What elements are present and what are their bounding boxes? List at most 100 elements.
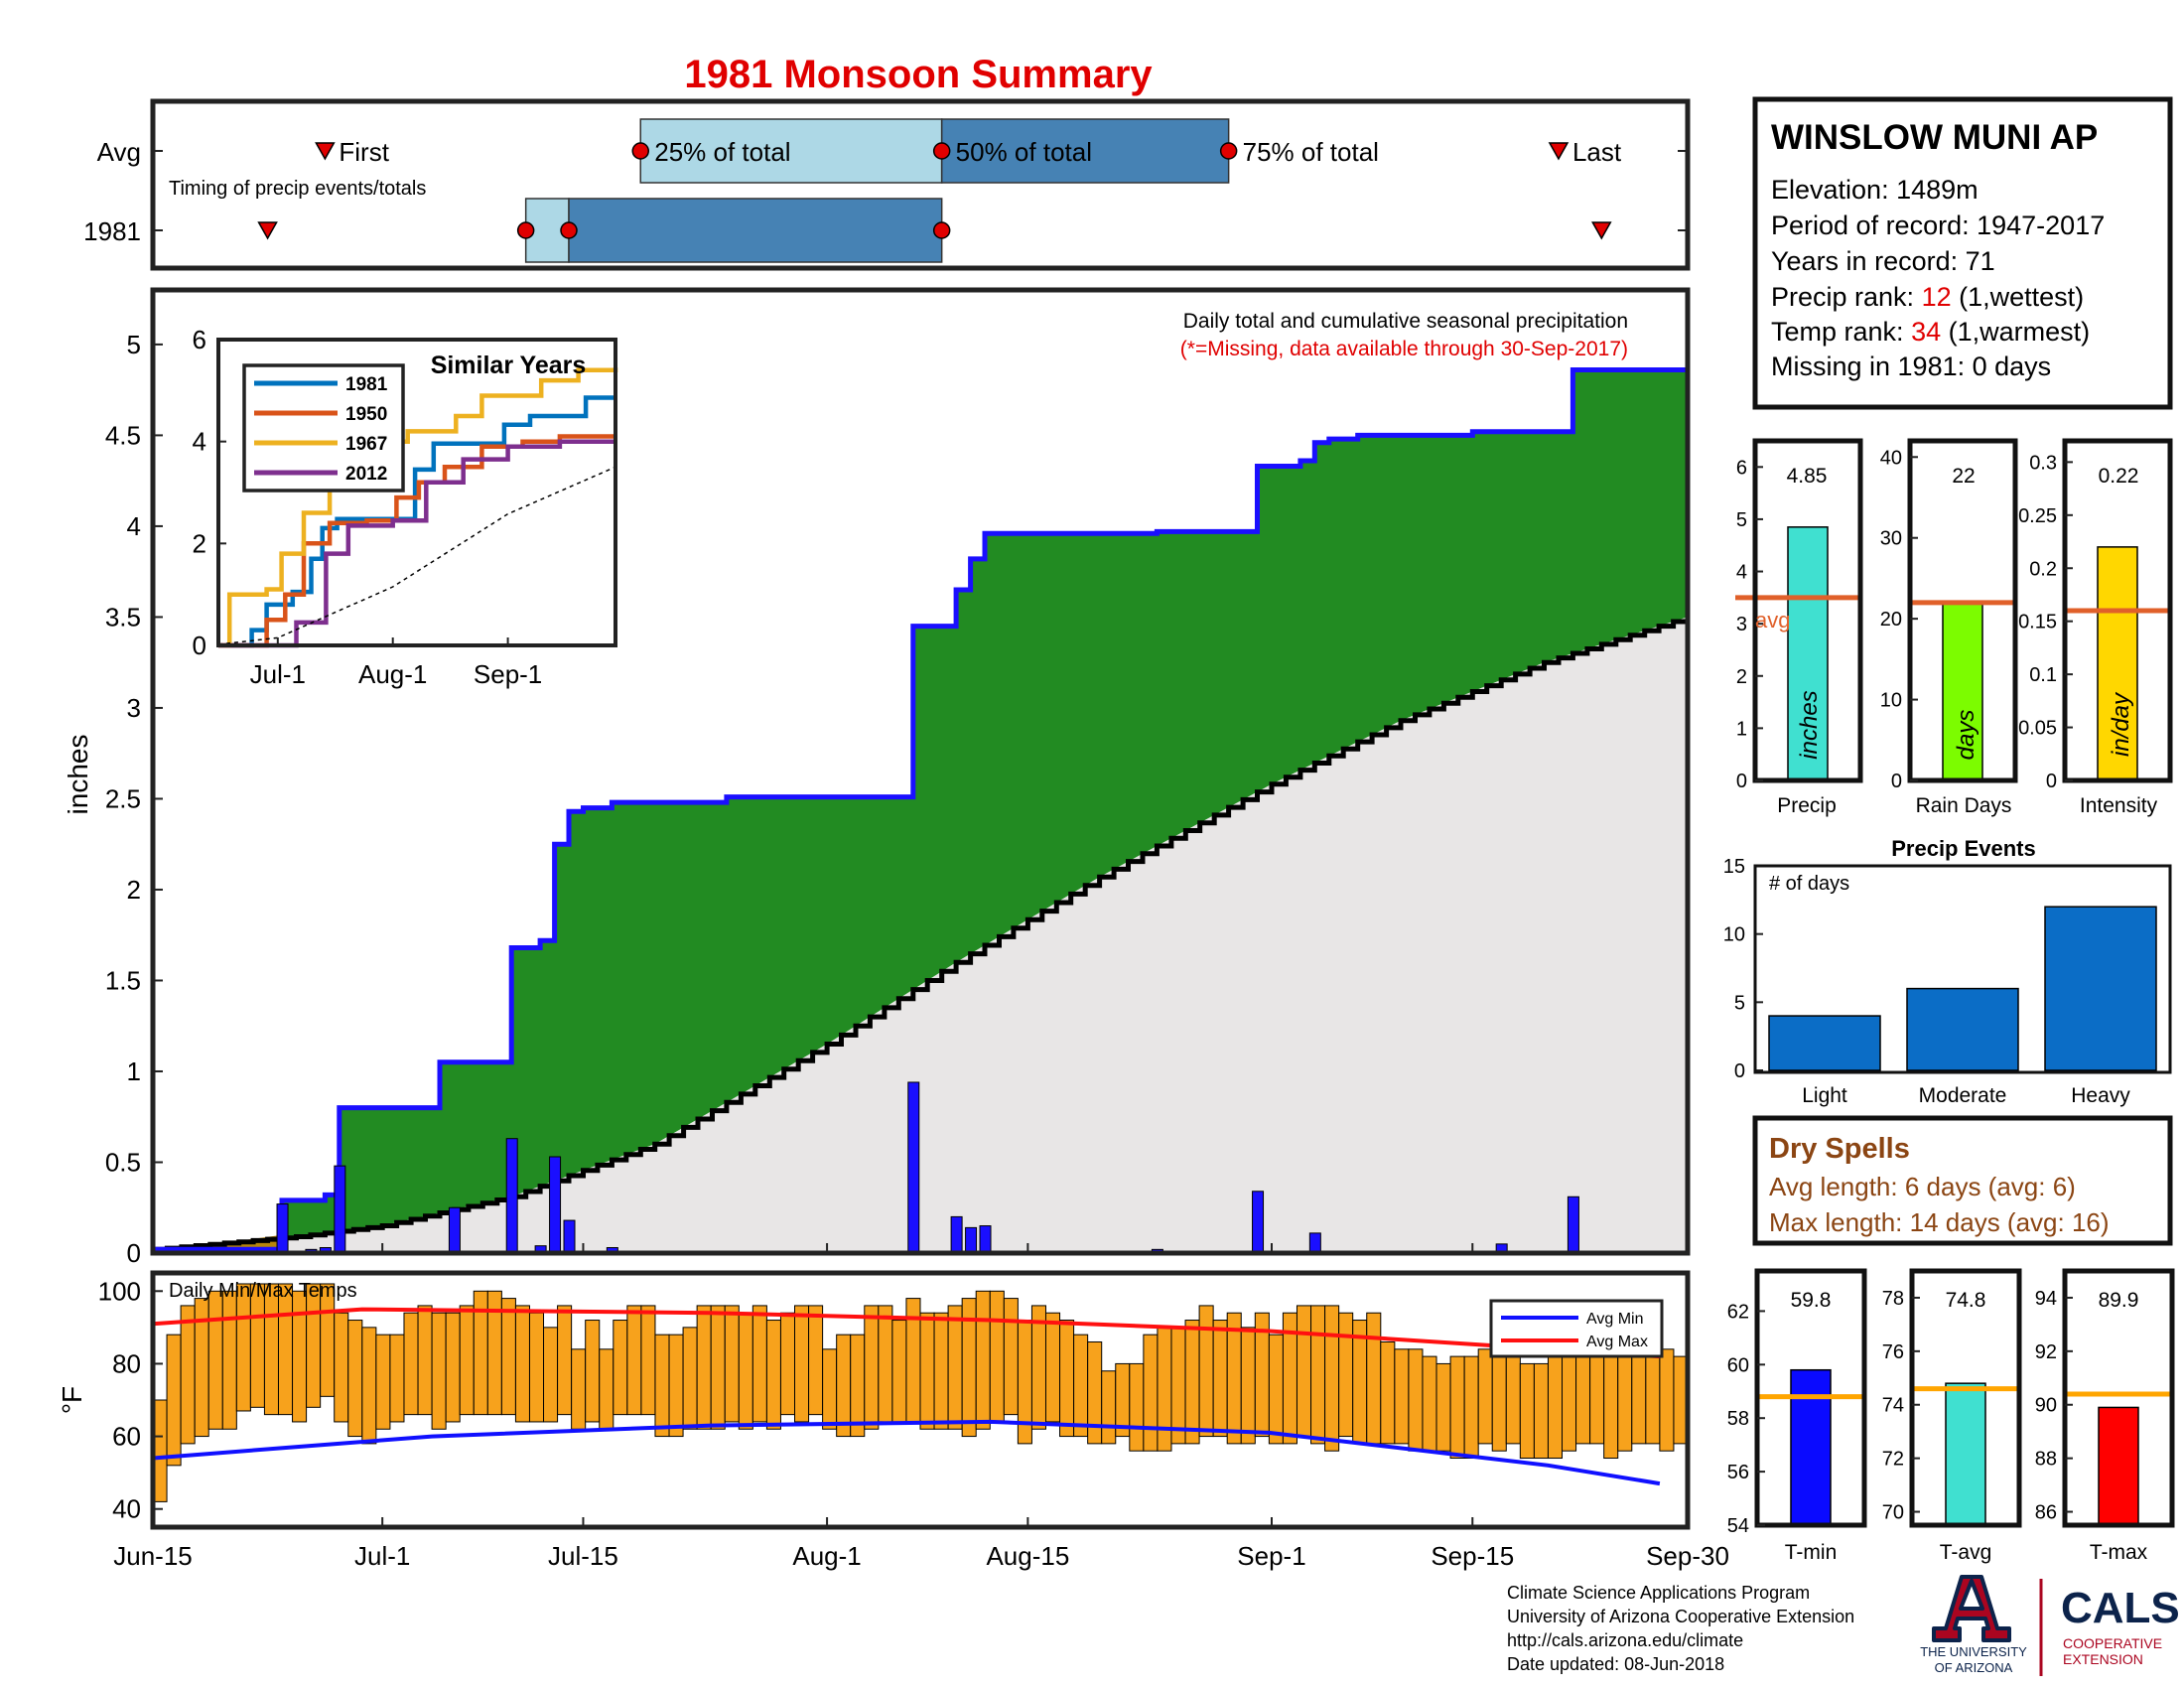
footer-line-1: Climate Science Applications Program xyxy=(1507,1583,1810,1603)
precip-events-ylabel: # of days xyxy=(1769,873,1849,895)
timing-first-last-marker xyxy=(315,142,336,161)
temp-range-bar xyxy=(585,1320,601,1423)
inset-legend-label: 1981 xyxy=(345,374,388,395)
ua-a-logo-icon xyxy=(1932,1575,2011,1642)
raindays-ytick-label: 0 xyxy=(1891,771,1902,792)
station-missing: Missing in 1981: 0 days xyxy=(1771,352,2051,381)
temp-range-bar xyxy=(1562,1355,1577,1452)
daily-precip-bar xyxy=(505,1138,518,1254)
temp-range-bar xyxy=(724,1305,740,1423)
precip-event-category: Heavy xyxy=(2071,1084,2130,1107)
daily-precip-bar xyxy=(448,1206,461,1254)
legend-avg-min: Avg Min xyxy=(1586,1311,1644,1328)
temp-range-bar xyxy=(919,1312,935,1430)
temp-range-bar xyxy=(989,1290,1005,1423)
temp-range-bar xyxy=(347,1320,363,1438)
inset-ytick-label: 4 xyxy=(193,427,206,457)
precip-events-ytick-label: 10 xyxy=(1723,924,1745,946)
daily-precip-bar xyxy=(950,1215,963,1254)
raindays-unit: days xyxy=(1953,710,1979,761)
xtick-label: Sep-30 xyxy=(1646,1541,1729,1571)
xtick-label: Jul-1 xyxy=(354,1541,410,1571)
tmin-ytick-label: 56 xyxy=(1727,1462,1749,1483)
cumulative-observed-line xyxy=(153,367,1688,1252)
intensity-ytick-label: 0.25 xyxy=(2018,505,2057,527)
temp-range-bar xyxy=(779,1312,796,1416)
tmax-ytick-label: 94 xyxy=(2035,1288,2057,1310)
timing-quartile-marker xyxy=(516,221,535,239)
dry-spells-box: Dry Spells Avg length: 6 days (avg: 6) M… xyxy=(1752,1115,2173,1246)
main-ytick-label: 3.5 xyxy=(105,602,141,632)
temp-range-bar xyxy=(221,1290,237,1430)
precip-events-panel: Precip Events Light Moderate Heavy 0 5 10 15 #… xyxy=(1723,836,2172,1107)
temp-range-bar xyxy=(292,1290,308,1423)
temp-range-bar xyxy=(1589,1355,1605,1445)
tavg-ytick-label: 78 xyxy=(1882,1288,1904,1310)
temp-range-bar xyxy=(891,1320,907,1423)
tmin-ytick-label: 60 xyxy=(1727,1354,1749,1376)
station-precip-rank: Precip rank: 12 (1,wettest) xyxy=(1771,282,2084,312)
temp-range-bar xyxy=(1533,1362,1549,1460)
avg-min-temp-line xyxy=(152,1419,1661,1486)
inset-xtick-label: Sep-1 xyxy=(474,659,542,689)
temp-range-bar xyxy=(947,1305,963,1430)
tmin-ytick-label: 58 xyxy=(1727,1408,1749,1430)
temp-range-bar xyxy=(543,1327,559,1423)
temp-range-bar xyxy=(1240,1327,1256,1445)
timing-q50-label: 50% of total xyxy=(956,137,1092,167)
main-ylabel: inches xyxy=(63,735,93,815)
tavg-ytick-label: 74 xyxy=(1882,1395,1904,1417)
temp-range-bar xyxy=(459,1305,475,1416)
temp-range-bar xyxy=(1129,1362,1145,1452)
daily-precip-bar xyxy=(1567,1196,1579,1254)
raindays-ytick-label: 30 xyxy=(1880,528,1902,550)
station-years: Years in record: 71 xyxy=(1771,246,1995,276)
intensity-bar-value: 0.22 xyxy=(2099,465,2139,488)
temp-range-bar xyxy=(334,1312,349,1423)
inset-legend-label: 1950 xyxy=(345,404,387,425)
inset-legend-label: 2012 xyxy=(345,464,387,485)
inset-title: Similar Years xyxy=(431,352,587,379)
temp-range-bar xyxy=(1422,1355,1437,1452)
inset-ytick-label: 0 xyxy=(193,631,206,660)
temp-panel: Daily Min/Max Temps °F 40 60 80 100 Avg Min… xyxy=(57,1270,1691,1530)
cals-coop-text-2: EXTENSION xyxy=(2063,1651,2143,1667)
cumulative-average-area xyxy=(153,617,1688,1253)
raindays-bar xyxy=(1942,602,1983,781)
temp-range-bar xyxy=(933,1312,949,1430)
main-annotation: Daily total and cumulative seasonal prec… xyxy=(1183,310,1628,333)
timing-caption: Timing of precip events/totals xyxy=(169,178,426,200)
xtick-label: Aug-15 xyxy=(986,1541,1069,1571)
tmax-bar-label: T-max xyxy=(2090,1541,2148,1564)
intensity-ytick-label: 0.3 xyxy=(2029,452,2057,474)
station-elevation: Elevation: 1489m xyxy=(1771,175,1979,205)
xtick-label: Sep-1 xyxy=(1237,1541,1305,1571)
temp-range-bar xyxy=(738,1312,753,1430)
temp-range-bar xyxy=(1575,1348,1591,1445)
intensity-ytick-label: 0.15 xyxy=(2018,612,2057,633)
temp-range-bar xyxy=(654,1334,670,1438)
temp-range-bar xyxy=(1380,1340,1396,1445)
temp-range-bar xyxy=(751,1305,767,1423)
precip-event-category: Light xyxy=(1802,1084,1847,1107)
precip-event-bar xyxy=(2044,906,2157,1071)
university-of-arizona-logo: THE UNIVERSITY OF ARIZONA CALS COOPERATI… xyxy=(1920,1575,2180,1676)
tmax-bar-value: 89.9 xyxy=(2099,1289,2139,1312)
temp-range-bar xyxy=(1143,1334,1159,1452)
main-panel-frame xyxy=(150,287,1691,1256)
temp-range-bar xyxy=(166,1334,182,1467)
xtick-label: Jun-15 xyxy=(113,1541,193,1571)
temp-range-bar xyxy=(571,1348,587,1430)
daily-precip-bar xyxy=(563,1219,576,1254)
dry-spells-title: Dry Spells xyxy=(1769,1133,1910,1165)
raindays-ytick-label: 10 xyxy=(1880,690,1902,712)
footer-credits: Climate Science Applications Program Uni… xyxy=(1507,1583,1854,1674)
precip-events-ytick-label: 15 xyxy=(1723,856,1745,878)
cumulative-surplus-area xyxy=(153,369,1688,1250)
timing-quartile-marker xyxy=(631,142,650,160)
temp-range-bar xyxy=(878,1305,893,1423)
tavg-ytick-label: 72 xyxy=(1882,1449,1904,1471)
main-ytick-label: 0 xyxy=(127,1238,141,1268)
precip-bar-label: Precip xyxy=(1777,794,1837,817)
temp-range-bar xyxy=(1408,1348,1424,1452)
